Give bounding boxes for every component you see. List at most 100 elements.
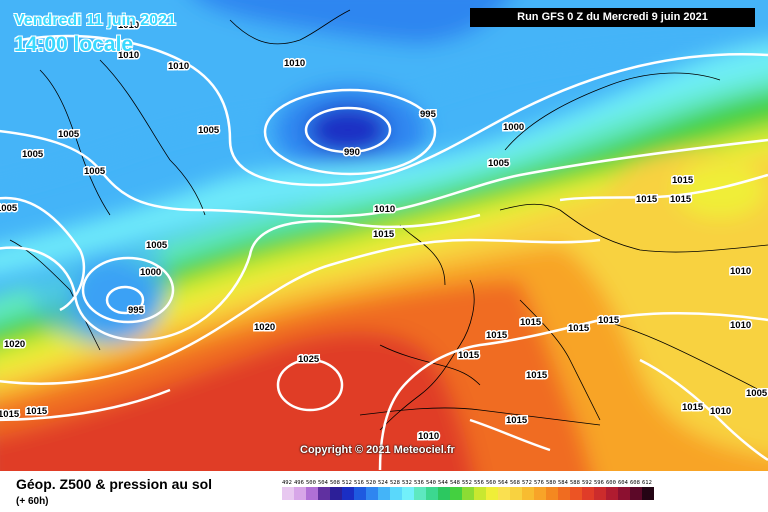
isobar-label: 1010 — [730, 320, 751, 331]
legend-swatch — [642, 487, 654, 500]
legend-label: 580 — [546, 480, 556, 486]
legend-swatch — [606, 487, 618, 500]
legend-swatch — [462, 487, 474, 500]
isobar-label: 1010 — [710, 406, 731, 417]
isobar-label: 1015 — [598, 315, 620, 326]
legend-swatch — [618, 487, 630, 500]
legend-swatch — [534, 487, 546, 500]
color-scale-legend: 492 496 500 504 508 512 516 520 524 528 532 536 540 5… — [282, 479, 654, 500]
legend-label: 512 — [342, 480, 352, 486]
legend-swatch — [426, 487, 438, 500]
isobar-label: 1015 — [520, 317, 542, 328]
legend-swatch — [498, 487, 510, 500]
legend-label: 528 — [390, 480, 400, 486]
legend-label: 492 — [282, 480, 292, 486]
legend-label: 584 — [558, 480, 568, 486]
isobar-label: 1015 — [670, 194, 692, 205]
isobar-label: 990 — [344, 147, 360, 158]
map-footer: Géop. Z500 & pression au sol (+ 60h) 492… — [0, 471, 768, 512]
legend-swatch — [522, 487, 534, 500]
legend-label: 536 — [414, 480, 424, 486]
legend-label: 560 — [486, 480, 496, 486]
legend-swatch — [570, 487, 582, 500]
map-canvas: 1010 1010 1010 1005 1005 1005 1005 1005 … — [0, 0, 768, 471]
isobar-label: 1010 — [418, 431, 439, 442]
legend-swatch — [318, 487, 330, 500]
legend-label: 556 — [474, 480, 484, 486]
legend-label: 604 — [618, 480, 628, 486]
product-title: Géop. Z500 & pression au sol — [16, 476, 213, 492]
legend-label: 516 — [354, 480, 364, 486]
forecast-local-time: 14:00 locale — [14, 33, 134, 56]
legend-swatch — [366, 487, 378, 500]
legend-label: 500 — [306, 480, 316, 486]
isobar-label: 1005 — [22, 149, 44, 160]
isobar-label: 1005 — [746, 388, 768, 399]
legend-swatch — [582, 487, 594, 500]
isobar-label: 1015 — [458, 350, 480, 361]
legend-label: 524 — [378, 480, 388, 486]
geopotential-field — [0, 0, 768, 471]
legend-swatch — [630, 487, 642, 500]
legend-label: 568 — [510, 480, 520, 486]
legend-label: 596 — [594, 480, 604, 486]
legend-swatch — [450, 487, 462, 500]
legend-swatch — [594, 487, 606, 500]
isobar-label: 995 — [128, 305, 145, 316]
legend-swatches — [282, 487, 654, 500]
isobar-label: 1005 — [198, 125, 220, 136]
coastlines — [9, 9, 768, 431]
legend-label: 544 — [438, 480, 448, 486]
legend-label: 552 — [462, 480, 472, 486]
isobar-label: 1010 — [168, 61, 189, 72]
legend-labels: 492 496 500 504 508 512 516 520 524 528 532 536 540 5… — [282, 479, 654, 487]
isobar-label: 1020 — [254, 322, 275, 333]
copyright-notice: Copyright © 2021 Meteociel.fr — [300, 444, 455, 456]
isobar-label: 1015 — [486, 330, 508, 341]
legend-label: 572 — [522, 480, 532, 486]
isobar-label: 1015 — [682, 402, 704, 413]
legend-label: 548 — [450, 480, 460, 486]
isobar-label: 1025 — [298, 354, 320, 365]
legend-label: 576 — [534, 480, 544, 486]
isobar-label: 1010 — [118, 50, 139, 61]
forecast-map: 1010 1010 1010 1005 1005 1005 1005 1005 … — [0, 0, 768, 471]
isobar-label: 1000 — [140, 267, 161, 278]
legend-label: 600 — [606, 480, 616, 486]
isobar-labels: 1010 1010 1010 1005 1005 1005 1005 1005 … — [0, 19, 768, 444]
isobar-label: 1015 — [636, 194, 658, 205]
legend-swatch — [486, 487, 498, 500]
legend-label: 532 — [402, 480, 412, 486]
legend-label: 592 — [582, 480, 592, 486]
legend-swatch — [378, 487, 390, 500]
legend-swatch — [390, 487, 402, 500]
legend-swatch — [330, 487, 342, 500]
isobar-label: 1015 — [568, 323, 590, 334]
isobar-label: 1010 — [374, 204, 395, 215]
legend-label: 496 — [294, 480, 304, 486]
isobar-label: 1005 — [146, 240, 168, 251]
legend-label: 564 — [498, 480, 508, 486]
legend-label: 508 — [330, 480, 340, 486]
legend-label: 608 — [630, 480, 640, 486]
isobar-label: 1005 — [58, 129, 80, 140]
legend-label: 504 — [318, 480, 328, 486]
isobar-label: 1015 — [26, 406, 48, 417]
isobar-label: 1010 — [730, 266, 751, 277]
legend-label: 612 — [642, 480, 652, 486]
legend-label: 520 — [366, 480, 376, 486]
legend-label: 540 — [426, 480, 436, 486]
isobar-label: 1005 — [0, 203, 18, 214]
isobar-label: 1020 — [4, 339, 25, 350]
isobar-label: 995 — [420, 109, 437, 120]
legend-swatch — [414, 487, 426, 500]
isobars — [0, 34, 768, 471]
legend-label: 588 — [570, 480, 580, 486]
legend-swatch — [546, 487, 558, 500]
isobar-label: 1015 — [0, 409, 20, 420]
isobar-label: 1015 — [373, 229, 395, 240]
legend-swatch — [402, 487, 414, 500]
legend-swatch — [342, 487, 354, 500]
legend-swatch — [510, 487, 522, 500]
model-run-info: Run GFS 0 Z du Mercredi 9 juin 2021 — [470, 8, 755, 27]
